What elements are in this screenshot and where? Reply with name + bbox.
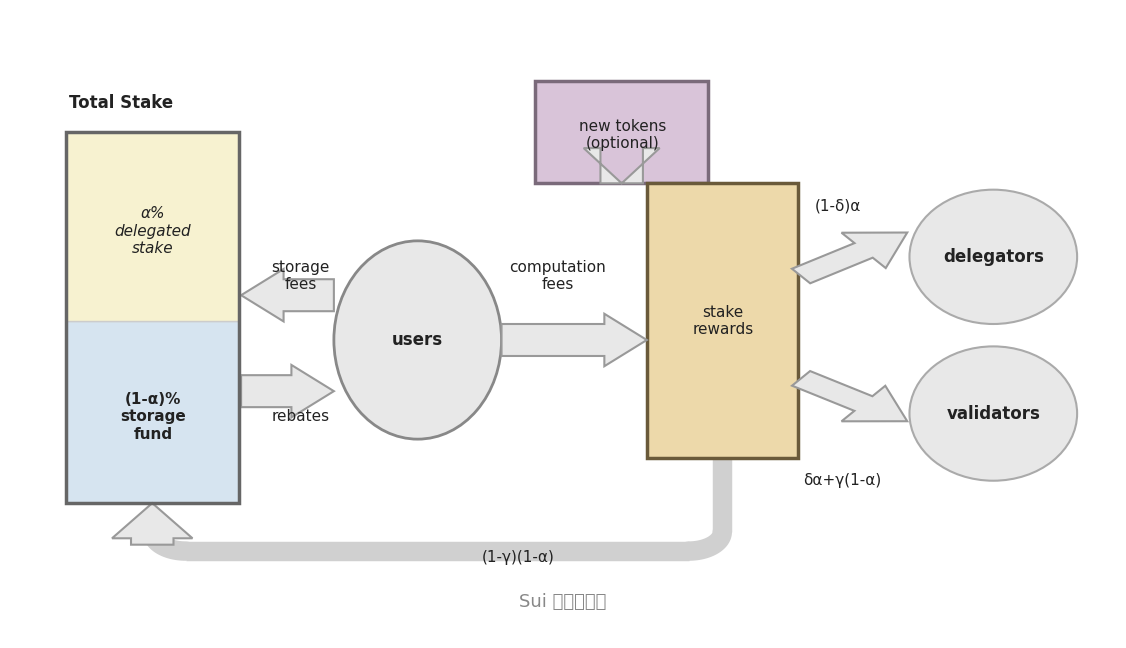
Text: (1-δ)α: (1-δ)α — [814, 198, 861, 213]
Text: computation
fees: computation fees — [509, 260, 606, 292]
Text: rebates: rebates — [271, 410, 330, 424]
Ellipse shape — [334, 241, 501, 439]
FancyBboxPatch shape — [65, 321, 239, 503]
Text: users: users — [392, 331, 444, 349]
Text: Sui 代币经济学: Sui 代币经济学 — [519, 594, 607, 611]
Polygon shape — [241, 269, 334, 321]
Text: stake
rewards: stake rewards — [692, 305, 753, 337]
Text: (1-γ)(1-α): (1-γ)(1-α) — [482, 550, 555, 565]
Ellipse shape — [910, 190, 1078, 324]
Text: Total Stake: Total Stake — [69, 95, 173, 112]
Text: validators: validators — [946, 404, 1040, 422]
FancyBboxPatch shape — [535, 81, 708, 183]
Text: delegators: delegators — [942, 248, 1044, 266]
Text: (1-α)%
storage
fund: (1-α)% storage fund — [120, 392, 186, 442]
Polygon shape — [583, 148, 660, 183]
Polygon shape — [501, 314, 646, 366]
Text: storage
fees: storage fees — [271, 260, 330, 292]
Text: α%
delegated
stake: α% delegated stake — [115, 206, 191, 256]
FancyBboxPatch shape — [65, 132, 239, 321]
Polygon shape — [792, 233, 908, 283]
Text: δα+γ(1-α): δα+γ(1-α) — [803, 473, 882, 488]
Text: new tokens
(optional): new tokens (optional) — [579, 119, 665, 152]
Polygon shape — [111, 503, 193, 545]
FancyBboxPatch shape — [646, 183, 797, 458]
Polygon shape — [792, 371, 908, 421]
Polygon shape — [241, 365, 334, 417]
Ellipse shape — [910, 347, 1078, 481]
